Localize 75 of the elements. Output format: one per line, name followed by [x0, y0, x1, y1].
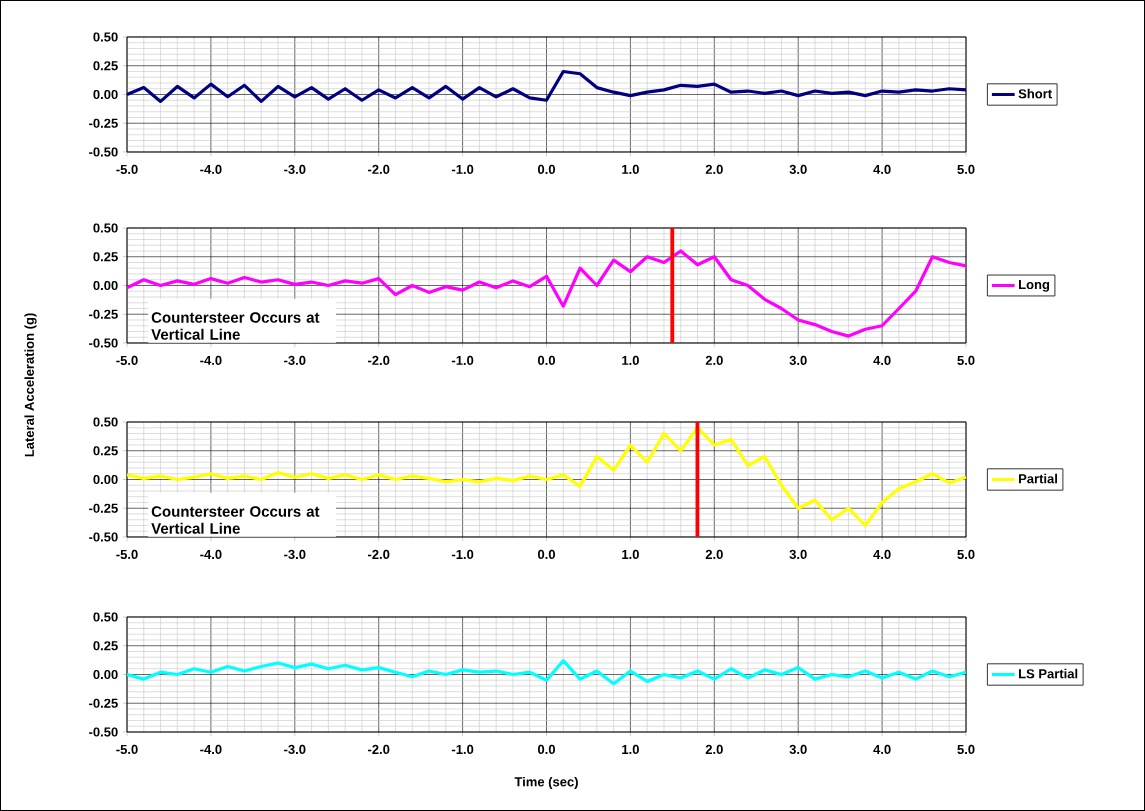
x-tick-label: -2.0: [368, 744, 390, 754]
x-tick-label: -1.0: [451, 744, 474, 754]
x-tick-label: -1.0: [451, 355, 474, 365]
y-tick-label: 0.00: [93, 474, 118, 485]
x-tick-label: 1.0: [622, 744, 639, 754]
y-tick-label: -0.50: [89, 727, 118, 737]
y-tick-label: 0.00: [93, 89, 118, 100]
x-tick-label: 5.0: [957, 549, 975, 559]
x-tick-label: -4.0: [200, 355, 222, 365]
x-tick-label: -2.0: [368, 549, 390, 559]
x-tick-label: 0.0: [537, 744, 556, 754]
x-tick-label: 3.0: [789, 355, 807, 366]
y-tick-label: -0.25: [89, 309, 118, 319]
y-tick-label: 0.25: [93, 252, 118, 262]
x-tick-label: 2.0: [705, 355, 723, 365]
line-series: [127, 249, 967, 338]
x-tick-label: 1.0: [622, 355, 639, 365]
x-tick-label: 1.0: [622, 549, 639, 559]
line-series: [127, 69, 967, 103]
annotation: Countersteer Occurs at Vertical Line: [151, 506, 320, 534]
x-tick-label: -5.0: [116, 355, 138, 365]
x-tick-label: -5.0: [116, 164, 138, 174]
y-tick-label: 0.25: [93, 61, 118, 71]
x-tick-label: -4.0: [200, 549, 222, 559]
x-tick-label: 5.0: [957, 744, 975, 754]
x-tick-label: -3.0: [284, 744, 306, 755]
x-tick-label: 2.0: [705, 549, 723, 559]
legend-label: Long: [1019, 280, 1050, 292]
y-tick-label: -0.50: [89, 532, 118, 542]
x-tick-label: 2.0: [705, 744, 723, 754]
line-series: [127, 659, 967, 686]
x-tick-label: -1.0: [451, 164, 474, 174]
x-tick-label: -2.0: [368, 355, 390, 365]
y-tick-label: 0.00: [93, 669, 118, 680]
y-tick-label: -0.50: [89, 147, 118, 157]
y-tick-label: 0.50: [93, 612, 118, 622]
x-tick-label: 3.0: [789, 549, 807, 560]
legend-label: LS Partial: [1019, 668, 1078, 679]
legend-label: Partial: [1019, 473, 1057, 484]
y-tick-label: -0.25: [89, 118, 118, 128]
y-tick-label: -0.25: [89, 698, 118, 708]
y-tick-label: -0.25: [89, 503, 118, 513]
x-tick-label: 4.0: [873, 164, 891, 174]
y-tick-label: 0.00: [93, 280, 118, 291]
x-tick-label: 5.0: [957, 164, 975, 174]
x-tick-label: -4.0: [200, 164, 222, 174]
x-tick-label: -4.0: [200, 744, 222, 754]
x-tick-label: 4.0: [873, 355, 891, 365]
x-axis-title: Time (sec): [514, 776, 578, 790]
x-tick-label: 1.0: [622, 164, 639, 174]
annotation: Countersteer Occurs at Vertical Line: [151, 312, 320, 340]
legend-label: Short: [1018, 88, 1052, 99]
y-tick-label: 0.50: [93, 223, 118, 233]
x-tick-label: -5.0: [116, 744, 138, 754]
x-tick-label: 3.0: [789, 164, 807, 175]
y-tick-label: 0.50: [93, 417, 118, 427]
x-tick-label: -3.0: [284, 355, 306, 366]
x-tick-label: -3.0: [284, 549, 306, 560]
x-tick-label: 3.0: [789, 744, 807, 755]
x-tick-label: 4.0: [873, 549, 891, 559]
x-tick-label: 5.0: [957, 355, 975, 365]
y-axis-title: Lateral Acceleration (g): [24, 313, 37, 457]
y-tick-label: -0.50: [89, 338, 118, 348]
x-tick-label: 2.0: [705, 164, 723, 174]
x-tick-label: 0.0: [537, 549, 556, 559]
x-tick-label: -3.0: [284, 164, 306, 175]
x-tick-label: 4.0: [873, 744, 891, 754]
x-tick-label: -2.0: [368, 164, 390, 174]
x-tick-label: -5.0: [116, 549, 138, 559]
y-tick-label: 0.25: [93, 641, 118, 651]
x-tick-label: -1.0: [451, 549, 474, 559]
x-tick-label: 0.0: [537, 355, 556, 365]
x-tick-label: 0.0: [537, 164, 556, 174]
y-tick-label: 0.50: [93, 32, 118, 42]
y-tick-label: 0.25: [93, 446, 118, 456]
